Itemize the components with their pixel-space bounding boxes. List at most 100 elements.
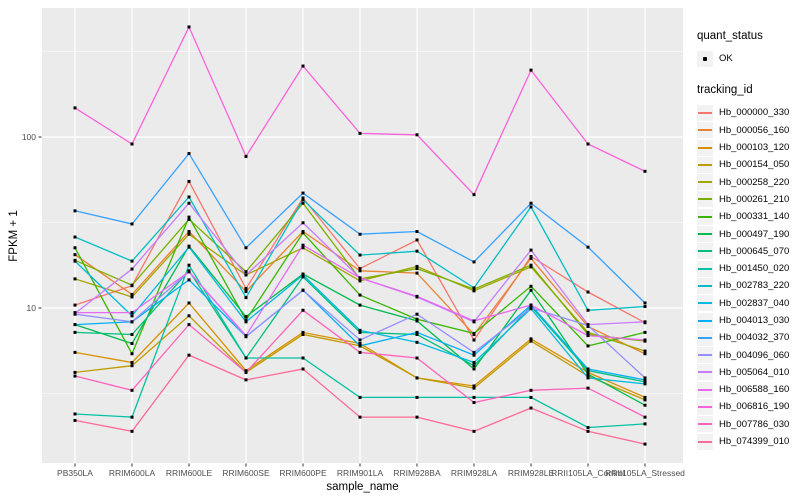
data-point <box>244 370 248 374</box>
data-point <box>415 271 419 275</box>
legend-item: Hb_000645_070 <box>697 243 789 260</box>
legend-item: Hb_000261_210 <box>697 191 789 208</box>
data-point <box>472 260 476 264</box>
legend-item-label: Hb_000261_210 <box>719 193 790 205</box>
data-point <box>130 259 134 263</box>
data-point <box>73 106 77 110</box>
legend-key-box <box>697 104 713 121</box>
data-point <box>358 232 362 236</box>
data-point <box>187 301 191 305</box>
legend-key-box <box>697 398 713 415</box>
legend-item-label: Hb_004096_060 <box>719 349 790 361</box>
data-point <box>73 259 77 263</box>
data-point <box>643 380 647 384</box>
data-point <box>643 338 647 342</box>
data-point <box>73 350 77 354</box>
legend-key-box <box>697 312 713 329</box>
data-point <box>586 330 590 334</box>
data-point <box>130 292 134 296</box>
data-point <box>415 317 419 321</box>
data-point <box>130 314 134 318</box>
data-point <box>358 267 362 271</box>
data-point <box>415 249 419 253</box>
data-point <box>301 64 305 68</box>
data-point <box>586 334 590 338</box>
data-point <box>73 246 77 250</box>
data-point <box>130 283 134 287</box>
data-point <box>643 349 647 353</box>
data-point <box>187 217 191 221</box>
data-point <box>529 406 533 410</box>
legend-item: Hb_006588_160 <box>697 381 789 398</box>
data-point <box>73 374 77 378</box>
data-point <box>415 264 419 268</box>
data-point <box>586 429 590 433</box>
legend-key-box <box>697 226 713 243</box>
data-point <box>358 303 362 307</box>
data-point <box>244 289 248 293</box>
legend-key-box <box>697 347 713 364</box>
data-point <box>73 303 77 307</box>
data-point <box>643 330 647 334</box>
legend-key-box <box>697 416 713 433</box>
legend-item: Hb_000056_160 <box>697 122 789 139</box>
data-point <box>358 276 362 280</box>
series-color-swatch <box>698 233 712 236</box>
data-point <box>73 235 77 239</box>
data-point <box>358 279 362 283</box>
data-point <box>415 376 419 380</box>
data-point <box>244 246 248 250</box>
data-point <box>130 352 134 356</box>
data-point <box>187 232 191 236</box>
legend-key-box <box>697 122 713 139</box>
series-color-swatch <box>698 250 712 253</box>
data-point <box>358 293 362 297</box>
data-point <box>586 290 590 294</box>
data-point <box>586 308 590 312</box>
data-point <box>529 337 533 341</box>
data-point <box>472 386 476 390</box>
data-point <box>472 367 476 371</box>
data-point <box>301 243 305 247</box>
legend-key-box <box>697 329 713 346</box>
data-point <box>301 332 305 336</box>
data-point <box>472 401 476 405</box>
legend-item: Hb_001450_020 <box>697 260 789 277</box>
data-point <box>643 378 647 382</box>
x-tick-label: RRII105LA_Stressed <box>605 468 685 478</box>
data-point <box>301 196 305 200</box>
data-point <box>472 353 476 357</box>
data-point <box>130 320 134 324</box>
data-point <box>529 303 533 307</box>
series-color-swatch <box>698 371 712 374</box>
legend-key-box <box>697 174 713 191</box>
legend-item-label: Hb_000103_120 <box>719 142 790 154</box>
legend-item: Hb_000154_050 <box>697 156 789 173</box>
data-point <box>187 270 191 274</box>
data-point <box>358 395 362 399</box>
data-point <box>73 412 77 416</box>
data-point <box>187 353 191 357</box>
y-tick-label: 10 <box>27 303 37 313</box>
data-point <box>130 222 134 226</box>
data-point <box>586 372 590 376</box>
data-point <box>415 330 419 334</box>
legend-item: Hb_000258_220 <box>697 173 789 191</box>
data-point <box>529 395 533 399</box>
data-point <box>301 201 305 205</box>
data-point <box>586 426 590 430</box>
data-point <box>415 267 419 271</box>
data-point <box>187 230 191 234</box>
data-point <box>529 255 533 259</box>
data-point <box>358 131 362 135</box>
data-point <box>301 308 305 312</box>
data-point <box>301 288 305 292</box>
data-point <box>130 364 134 368</box>
legend-key-box <box>697 191 713 208</box>
data-point <box>643 320 647 324</box>
legend-item-ok: OK <box>697 50 789 67</box>
data-point <box>244 334 248 338</box>
data-point <box>301 273 305 277</box>
data-point <box>130 332 134 336</box>
legend-item: Hb_002837_040 <box>697 295 789 312</box>
